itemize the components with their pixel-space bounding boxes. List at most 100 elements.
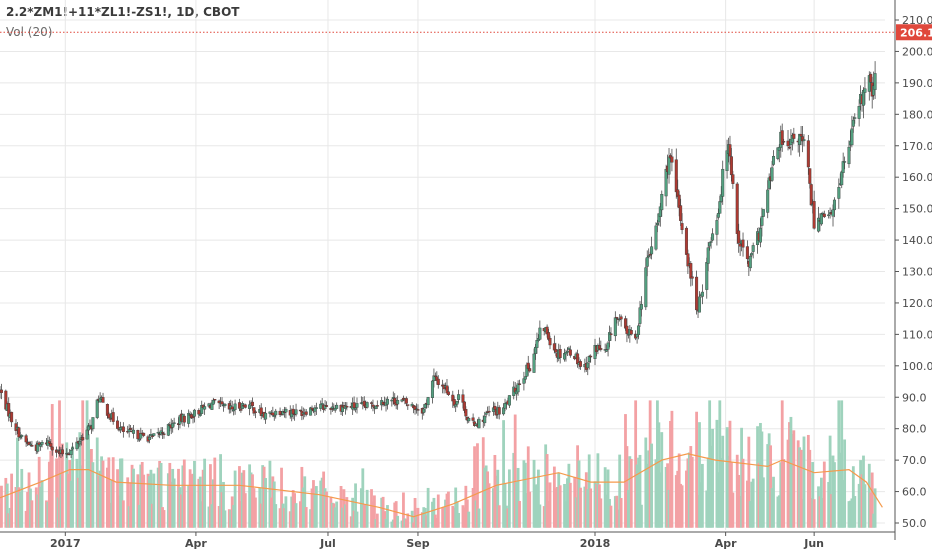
volume-bar	[107, 457, 111, 528]
volume-bar	[30, 500, 34, 528]
time-axis[interactable]: 2017 Apr Jul Sep 2018 Apr Jun	[0, 531, 895, 550]
volume-bar	[240, 472, 244, 528]
candle-up	[567, 347, 571, 350]
candle-up	[644, 267, 648, 308]
volume-bar	[451, 505, 455, 528]
volume-bar	[213, 457, 217, 528]
price-tick-label: 160.0	[902, 171, 932, 184]
volume-bar	[863, 484, 867, 528]
volume-bar	[820, 477, 823, 528]
volume-bar	[162, 510, 166, 528]
candle-up	[484, 412, 488, 415]
volume-bar	[373, 495, 376, 528]
volume-bar	[413, 497, 417, 528]
volume-bar	[481, 437, 485, 528]
volume-bar	[150, 503, 154, 528]
volume-bar	[782, 459, 786, 528]
candle-up	[709, 241, 713, 243]
candle-up	[294, 409, 298, 415]
volume-bar	[301, 487, 305, 528]
volume-bar	[309, 509, 312, 528]
volume-bar	[506, 508, 510, 528]
volume-bar	[718, 400, 722, 528]
volume-bar	[362, 504, 366, 528]
candle-down	[487, 410, 491, 413]
volume-bar	[716, 472, 720, 528]
candle-down	[745, 246, 749, 260]
volume-bar	[45, 500, 48, 528]
volume-bar	[471, 487, 475, 528]
candle-down	[528, 368, 532, 372]
volume-bar	[442, 506, 446, 528]
candle-up	[284, 408, 288, 413]
candle-down	[695, 276, 699, 311]
volume-bar	[492, 488, 495, 528]
volume-bar	[264, 478, 267, 528]
volume-bar	[10, 473, 14, 528]
volume-bar	[757, 462, 761, 528]
volume-bar	[624, 414, 627, 528]
candle-down	[568, 349, 572, 356]
volume-bar	[605, 494, 609, 528]
candle-down	[251, 401, 255, 407]
volume-bar	[140, 462, 144, 528]
volume-bar	[502, 420, 505, 528]
candle-up	[565, 350, 569, 353]
volume-bar	[462, 507, 466, 528]
candle-up	[850, 128, 854, 146]
volume-bar	[516, 467, 520, 528]
volume-bar	[616, 509, 620, 528]
volume-bar	[171, 468, 175, 528]
candle-up	[654, 225, 658, 250]
candle-up	[390, 399, 394, 402]
candle-down	[589, 355, 593, 358]
volume-bar	[725, 427, 729, 528]
candle-down	[689, 263, 693, 279]
time-tick-label: Apr	[185, 537, 207, 550]
volume-bar	[105, 467, 109, 528]
volume-bar	[528, 491, 532, 528]
volume-bar	[180, 494, 183, 528]
candle-down	[625, 325, 629, 334]
time-tick-label: Apr	[715, 537, 737, 550]
volume-bar	[579, 487, 582, 528]
candle-down	[548, 337, 552, 346]
volume-bar	[644, 437, 648, 528]
volume-bar	[76, 477, 80, 528]
price-axis[interactable]: 210.0 200.0 190.0 180.0 170.0 160.0 150.0 140.0…	[894, 0, 932, 540]
volume-bar	[361, 468, 365, 528]
volume-bar	[872, 513, 876, 528]
volume-bar	[130, 464, 134, 528]
candle-down	[554, 349, 558, 353]
candle-down	[670, 156, 674, 163]
candle-down	[809, 184, 813, 206]
volume-bar	[658, 472, 662, 528]
volume-bar	[375, 513, 379, 528]
candle-down	[253, 411, 257, 413]
volume-bar	[280, 467, 283, 528]
volume-bar	[342, 489, 346, 528]
volume-bar	[116, 469, 119, 528]
volume-bar	[435, 517, 439, 528]
candle-up	[354, 407, 358, 410]
volume-bar	[119, 458, 122, 528]
candle-up	[156, 431, 160, 434]
volume-bar	[593, 481, 597, 528]
volume-bar	[837, 400, 841, 528]
volume-bar	[809, 498, 813, 528]
time-tick-label: Sep	[406, 537, 429, 550]
volume-bar	[166, 473, 170, 528]
volume-bar	[626, 490, 630, 528]
volume-bar	[274, 504, 278, 528]
volume-bar	[371, 501, 375, 528]
candle-up	[365, 402, 369, 408]
volume-bar	[828, 435, 832, 528]
volume-bar	[416, 507, 420, 528]
candle-up	[655, 223, 659, 225]
volume-bar	[187, 485, 191, 528]
volume-bar	[811, 462, 815, 528]
volume-bar	[249, 472, 253, 528]
volume-bar	[132, 468, 135, 528]
volume-bar	[55, 458, 58, 528]
